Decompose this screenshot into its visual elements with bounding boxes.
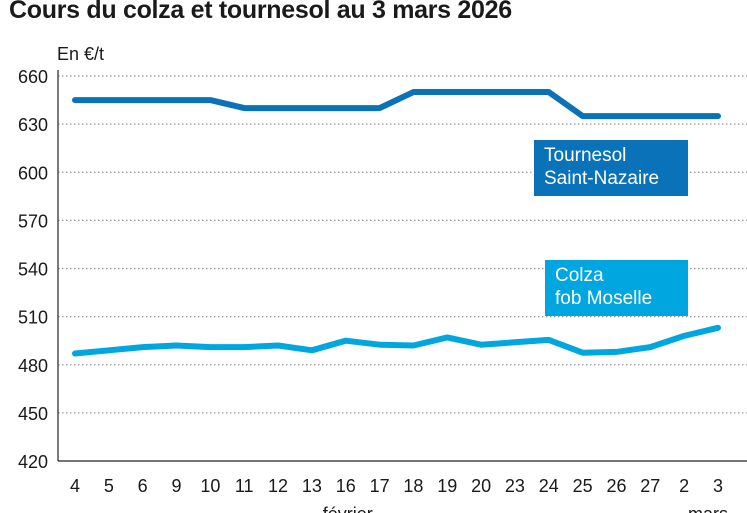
x-tick-label: 19: [437, 476, 457, 496]
y-axis-label: En €/t: [57, 44, 105, 64]
x-tick-label: 10: [200, 476, 220, 496]
x-tick-label: 5: [104, 476, 114, 496]
x-tick-label: 18: [403, 476, 423, 496]
tournesol-series-label: Tournesol Saint-Nazaire: [534, 140, 688, 196]
y-tick-label: 480: [18, 356, 48, 376]
x-tick-label: 20: [471, 476, 491, 496]
y-tick-label: 660: [18, 67, 48, 87]
x-tick-label: 13: [302, 476, 322, 496]
y-tick-label: 570: [18, 211, 48, 231]
y-tick-label: 630: [18, 115, 48, 135]
chart-title: Cours du colza et tournesol au 3 mars 20…: [9, 0, 512, 24]
y-tick-label: 540: [18, 260, 48, 280]
month-label: mars: [688, 504, 728, 513]
x-tick-label: 11: [235, 476, 254, 496]
colza-series-label: Colza fob Moselle: [545, 260, 688, 316]
x-tick-label: 6: [138, 476, 148, 496]
tournesol-label-line1: Tournesol: [544, 145, 627, 166]
x-tick-label: 26: [606, 476, 626, 496]
y-tick-label: 600: [18, 163, 48, 183]
x-tick-label: 12: [268, 476, 288, 496]
x-tick-label: 17: [370, 476, 390, 496]
x-tick-label: 24: [539, 476, 559, 496]
series-line-tournesol: [72, 89, 721, 120]
y-tick-label: 420: [18, 452, 48, 472]
x-tick-label: 27: [640, 476, 660, 496]
colza-label-line1: Colza: [555, 265, 604, 286]
x-tick-label: 16: [336, 476, 356, 496]
series-line-colza: [72, 324, 721, 357]
x-tick-label: 23: [505, 476, 525, 496]
tournesol-label-line2: Saint-Nazaire: [544, 168, 660, 189]
x-tick-label: 3: [713, 476, 723, 496]
x-tick-label: 25: [573, 476, 593, 496]
y-tick-label: 450: [18, 404, 48, 424]
y-tick-label: 510: [18, 308, 48, 328]
x-tick-label: 2: [679, 476, 689, 496]
x-tick-label: 9: [172, 476, 182, 496]
colza-label-line2: fob Moselle: [555, 288, 653, 309]
x-tick-label: 4: [70, 476, 80, 496]
month-label: février: [323, 504, 373, 513]
